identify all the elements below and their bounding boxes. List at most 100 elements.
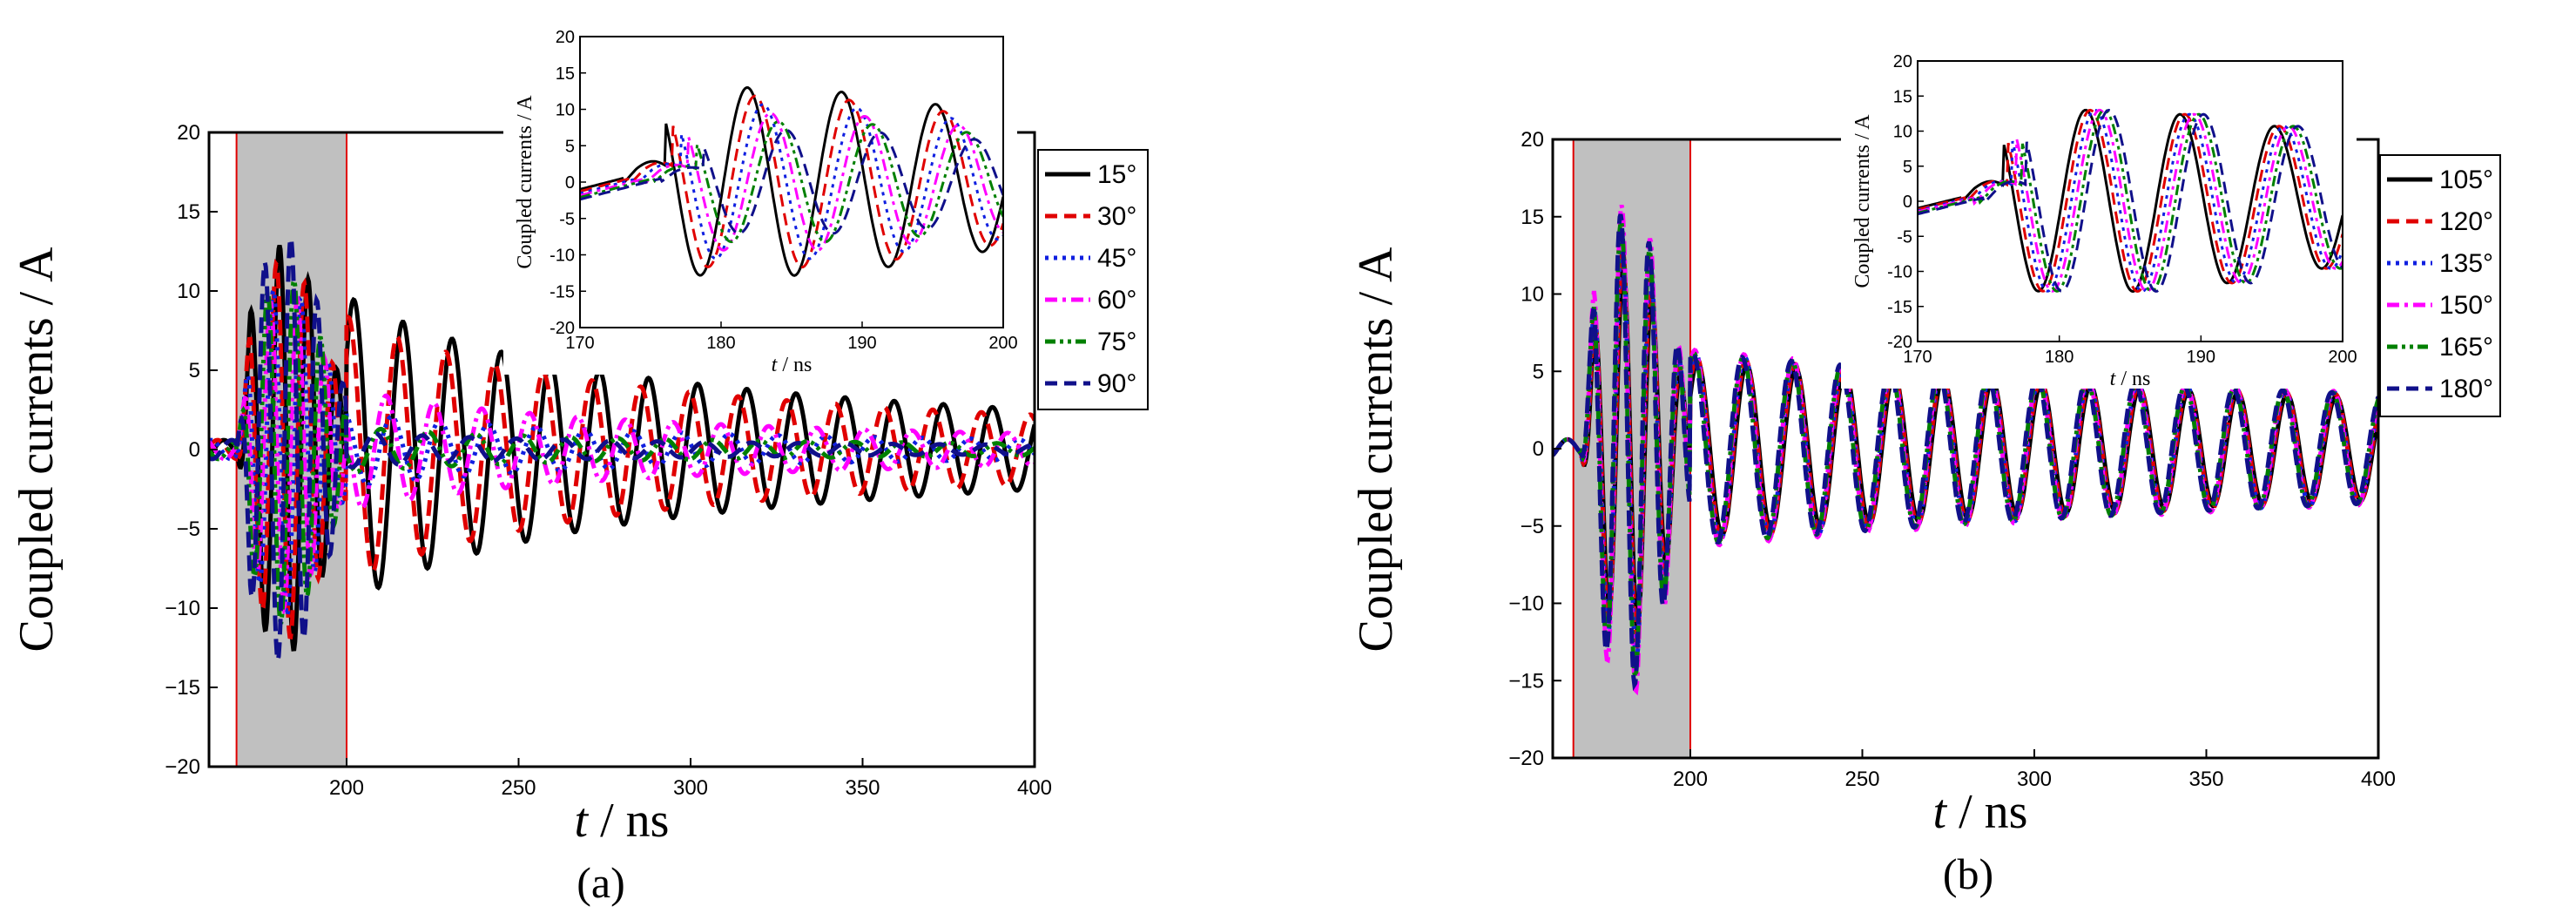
- y-tick-label: −10: [165, 597, 200, 620]
- x-tick-label: 300: [673, 776, 708, 800]
- inset-y-tick-label: 10: [1893, 123, 1912, 142]
- x-tick-label: 250: [501, 776, 536, 800]
- inset-y-tick-label: 20: [556, 28, 575, 47]
- y-tick-label: 15: [177, 200, 200, 224]
- inset-x-tick-label: 170: [565, 334, 594, 353]
- x-tick-label: 350: [2188, 768, 2223, 791]
- inset-series-line-4: [1918, 108, 2343, 294]
- legend-label-5: 165°: [2439, 333, 2493, 362]
- x-tick-label: 250: [1844, 768, 1879, 791]
- inset-y-tick-label: -15: [550, 282, 575, 301]
- inset-series-group: [580, 85, 1003, 277]
- inset-y-tick-label: 20: [1893, 52, 1912, 71]
- x-tick-label: 200: [1673, 768, 1708, 791]
- y-tick-label: 20: [177, 121, 200, 145]
- x-axis-label-var: t: [575, 794, 590, 848]
- inset-x-axis-label-var: t: [2110, 368, 2117, 390]
- x-axis-label-var: t: [1933, 785, 1948, 839]
- inset-series-line-6: [1918, 108, 2343, 293]
- legend-label-1: 15°: [1097, 160, 1136, 189]
- inset-y-tick-label: -5: [559, 210, 575, 229]
- inset-series-line-2: [580, 94, 1003, 269]
- legend-label-4: 150°: [2439, 291, 2493, 320]
- x-tick-label: 400: [2361, 768, 2396, 791]
- y-tick-label: 10: [1521, 283, 1544, 307]
- inset-series-line-5: [580, 120, 1003, 244]
- inset-plot: 170 180 190 200 20 15 10 5 0 -5 -10 -15 -20 Coupled c…: [1841, 52, 2357, 390]
- legend-label-1: 105°: [2439, 166, 2493, 194]
- series-line-6: [1553, 213, 2378, 692]
- inset-series-line-3: [1918, 108, 2343, 293]
- y-tick-label: −5: [177, 518, 200, 541]
- inset-x-tick-label: 200: [2328, 348, 2357, 367]
- y-tick-label: −10: [1508, 592, 1544, 616]
- y-tick-label: 5: [189, 359, 200, 382]
- y-tick-label: 5: [1533, 360, 1544, 383]
- x-tick-label: 350: [845, 776, 880, 800]
- inset-x-tick-label: 180: [2045, 348, 2074, 367]
- legend-label-6: 90°: [1097, 369, 1136, 398]
- inset-x-axis-label: t / ns: [2110, 368, 2151, 390]
- legend-box: [1037, 149, 1149, 410]
- inset-y-tick-label: -20: [1887, 333, 1912, 352]
- inset-series-line-3: [580, 103, 1003, 260]
- legend-label-6: 180°: [2439, 375, 2493, 403]
- x-tick-label: 300: [2017, 768, 2052, 791]
- inset-plot: 170 180 190 200 20 15 10 5 0 -5 -10 -15 -20 Coupled c…: [503, 28, 1018, 376]
- y-tick-label: 15: [1521, 206, 1544, 229]
- inset-x-axis-label-unit: / ns: [2115, 368, 2150, 390]
- inset-series-line-1: [580, 85, 1003, 277]
- legend-box: [2379, 154, 2501, 417]
- chart-panel-a: 200 250 300 350 40020151050−5−10−15−20Couple…: [10, 28, 1149, 907]
- x-axis-label-unit: / ns: [588, 794, 669, 848]
- y-tick-label: 10: [177, 280, 200, 303]
- inset-x-tick-label: 190: [847, 334, 876, 353]
- inset-y-tick-label: 15: [1893, 87, 1912, 106]
- panel-label: (b): [1943, 849, 1993, 898]
- inset-x-tick-label: 190: [2187, 348, 2215, 367]
- x-tick-label: 200: [329, 776, 364, 800]
- inset-series-line-2: [1918, 108, 2343, 294]
- inset-x-axis-label-unit: / ns: [777, 354, 812, 376]
- x-tick-label: 400: [1017, 776, 1052, 800]
- inset-y-tick-label: 10: [556, 101, 575, 120]
- inset-y-tick-label: 0: [1903, 193, 1912, 212]
- legend-label-3: 135°: [2439, 249, 2493, 278]
- y-tick-label: −20: [1508, 747, 1544, 770]
- inset-y-tick-label: 15: [556, 64, 575, 84]
- y-tick-label: −15: [1508, 669, 1544, 693]
- legend-label-4: 60°: [1097, 286, 1136, 315]
- panel-label: (a): [577, 858, 625, 907]
- inset-series-group: [1918, 108, 2343, 294]
- y-tick-label: 0: [189, 438, 200, 462]
- legend-label-2: 30°: [1097, 202, 1136, 231]
- series-group: [1553, 205, 2378, 696]
- inset-x-axis-label-var: t: [772, 354, 779, 376]
- inset-y-axis-label: Coupled currents / A: [1851, 114, 1874, 288]
- chart-panel-b: 200 250 300 350 40020151050−5−10−15−20Couple…: [1349, 52, 2501, 898]
- x-axis-label-unit: / ns: [1946, 785, 2027, 839]
- inset-x-tick-label: 200: [988, 334, 1017, 353]
- inset-x-tick-label: 170: [1903, 348, 1932, 367]
- legend-label-3: 45°: [1097, 244, 1136, 273]
- inset-y-axis-label: Coupled currents / A: [514, 95, 536, 269]
- y-axis-label: Coupled currents / A: [1349, 247, 1403, 653]
- y-tick-label: 20: [1521, 128, 1544, 152]
- inset-y-tick-label: 5: [1903, 158, 1912, 177]
- y-tick-label: 0: [1533, 437, 1544, 461]
- legend-label-5: 75°: [1097, 328, 1136, 356]
- inset-series-line-6: [580, 128, 1003, 235]
- y-tick-label: −20: [165, 755, 200, 779]
- x-axis-label: t / ns: [1933, 785, 2028, 839]
- inset-y-tick-label: -10: [1887, 263, 1912, 282]
- inset-y-tick-label: 0: [565, 173, 575, 193]
- inset-x-axis-label: t / ns: [772, 354, 813, 376]
- y-axis-label: Coupled currents / A: [10, 247, 64, 653]
- inset-y-tick-label: -15: [1887, 298, 1912, 317]
- series-group: [209, 237, 1035, 661]
- y-tick-label: −5: [1521, 515, 1544, 538]
- legend-label-2: 120°: [2439, 207, 2493, 236]
- inset-y-tick-label: -5: [1897, 227, 1912, 247]
- inset-x-tick-label: 180: [706, 334, 735, 353]
